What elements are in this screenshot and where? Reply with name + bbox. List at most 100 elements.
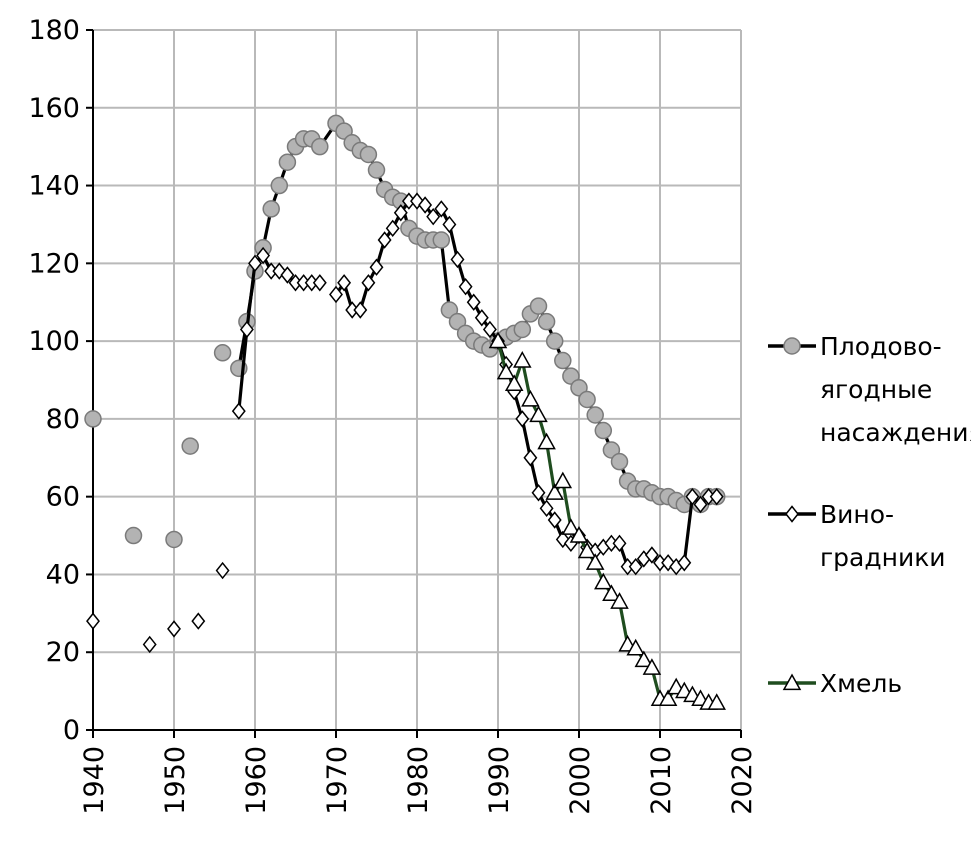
data-point [504, 374, 524, 392]
legend-item-2: Хмель [768, 669, 902, 698]
data-point [553, 471, 573, 489]
data-point [262, 200, 280, 218]
y-tick-label: 60 [46, 482, 80, 513]
x-tick-label: 1960 [241, 746, 272, 815]
legend-label: ягодные [820, 375, 932, 404]
axes [86, 29, 742, 738]
data-point [311, 137, 329, 156]
data-point [359, 145, 378, 164]
data-point [474, 309, 489, 327]
data-point [496, 362, 516, 380]
data-point [529, 405, 548, 423]
data-point [628, 557, 643, 576]
data-point [594, 421, 613, 440]
x-tick-label: 2000 [565, 746, 596, 815]
data-point [442, 215, 457, 234]
data-point [610, 592, 629, 609]
y-tick-label: 100 [28, 326, 80, 357]
y-tick-label: 120 [28, 248, 80, 279]
data-point [677, 554, 692, 572]
x-tick-labels: 1940 1950 1960 1970 1980 1990 2000 2010 2020 [79, 746, 758, 815]
data-point [709, 487, 724, 506]
legend-marker [782, 673, 802, 691]
data-point [513, 320, 532, 339]
data-point [626, 638, 645, 656]
legend: Плодово-ягодные насаждения Вино-градники Хм… [768, 332, 971, 698]
x-tick-label: 1980 [403, 746, 434, 815]
data-point [458, 277, 473, 296]
data-point [270, 176, 289, 195]
data-point [142, 635, 157, 654]
x-tick-label: 2010 [646, 746, 677, 815]
series-group [84, 114, 726, 710]
series-1 [86, 192, 724, 654]
data-point [578, 390, 596, 409]
x-tick-label: 1990 [484, 746, 515, 815]
legend-label: Хмель [820, 669, 902, 698]
series-0 [84, 114, 726, 549]
legend-label: Вино- [820, 500, 894, 529]
data-point [529, 297, 548, 315]
data-point [393, 204, 408, 222]
data-point [612, 534, 627, 553]
data-point [124, 526, 143, 545]
data-point [215, 561, 230, 580]
data-point [586, 406, 604, 424]
data-point [577, 541, 597, 559]
data-point [213, 344, 232, 362]
data-point [693, 495, 708, 514]
series-2 [488, 331, 726, 710]
data-point [523, 449, 538, 467]
y-tick-labels: 0 20 40 60 80 100 120 140 160 180 [28, 15, 80, 746]
data-point [545, 332, 564, 350]
y-tick-label: 80 [46, 404, 80, 435]
data-point [377, 231, 392, 249]
data-point [280, 266, 295, 284]
data-point [231, 402, 246, 420]
legend-label: насаждения [820, 418, 971, 447]
x-tick-label: 1970 [322, 746, 353, 815]
data-point [642, 658, 662, 675]
data-point [361, 274, 376, 292]
x-tick-label: 1950 [160, 746, 191, 815]
data-point [513, 351, 532, 368]
data-point [278, 153, 297, 171]
data-point [585, 553, 605, 570]
data-point [539, 499, 554, 518]
data-point [426, 207, 441, 226]
data-point [707, 693, 726, 710]
data-point [450, 250, 465, 269]
data-point [256, 246, 271, 265]
y-tick-label: 40 [46, 559, 80, 590]
data-point [191, 612, 206, 630]
x-tick-label: 1940 [79, 746, 110, 815]
data-point [685, 487, 700, 506]
data-point [515, 410, 530, 428]
data-point [86, 612, 100, 630]
data-point [634, 650, 654, 668]
data-point [594, 572, 613, 590]
data-point [466, 293, 481, 311]
legend-item-0: Плодово-ягодные насаждения [768, 332, 971, 447]
data-point [644, 546, 659, 564]
data-point [337, 274, 352, 292]
data-point [537, 432, 556, 450]
data-point [521, 389, 540, 407]
data-point [482, 320, 497, 339]
y-tick-label: 140 [28, 171, 80, 202]
data-point [353, 301, 368, 319]
legend-label: Плодово- [820, 332, 942, 361]
series-line [237, 121, 717, 506]
data-point [537, 312, 556, 331]
data-point [531, 484, 546, 502]
data-point [547, 511, 562, 529]
data-point [369, 258, 384, 276]
grid [92, 29, 742, 731]
y-tick-label: 160 [28, 93, 80, 124]
data-point [610, 452, 629, 471]
data-point [167, 620, 181, 638]
y-tick-label: 20 [46, 637, 80, 668]
data-point [545, 483, 564, 500]
data-point [488, 331, 508, 349]
